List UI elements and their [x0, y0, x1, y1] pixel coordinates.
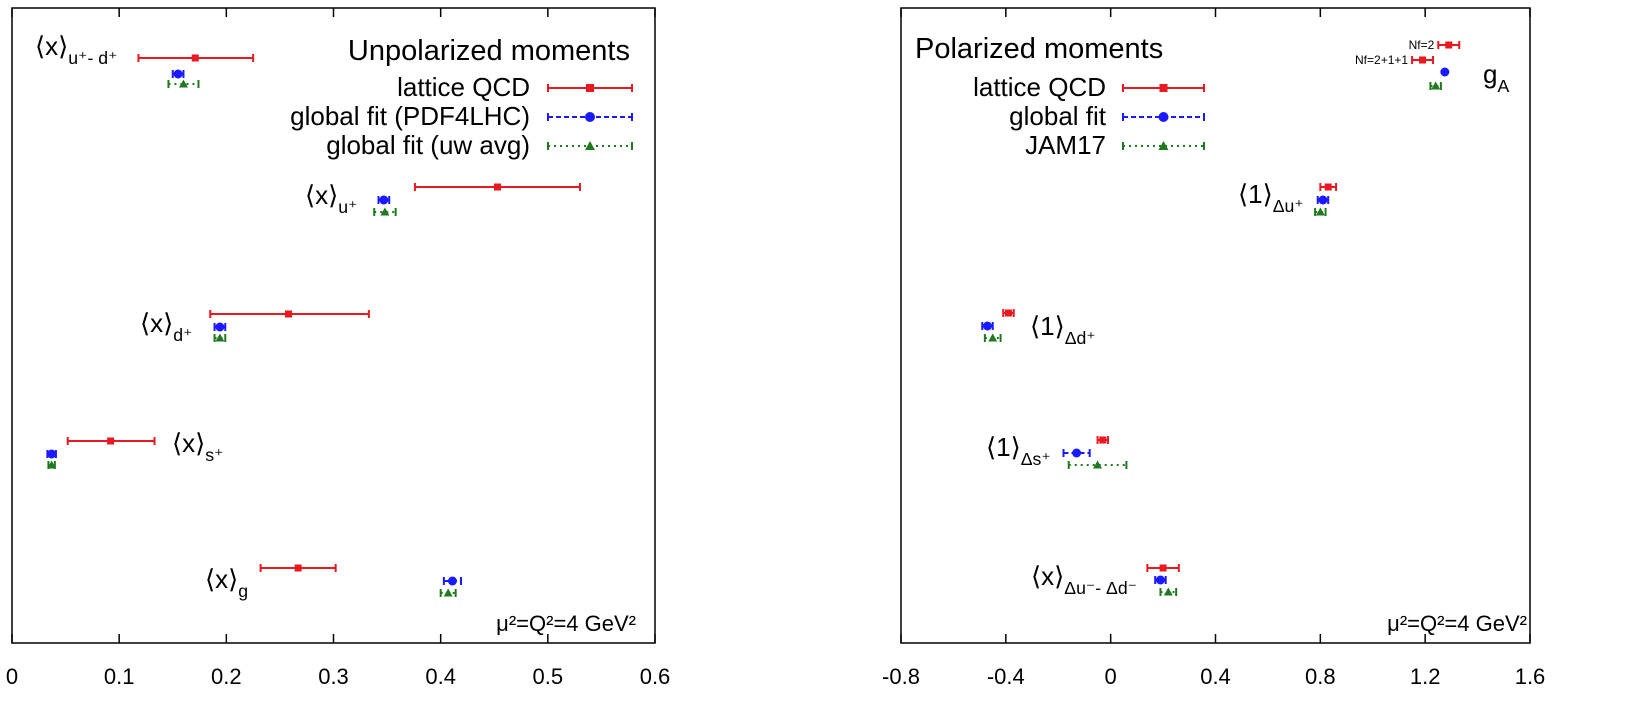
legend-label: global fit (uw avg) — [326, 130, 530, 160]
marker-triangle — [1315, 207, 1325, 216]
chart-title: Polarized moments — [915, 33, 1163, 65]
nf-label: Nf=2+1+1 — [1355, 53, 1408, 67]
legend-label: JAM17 — [1025, 130, 1106, 160]
marker-circle — [982, 321, 992, 331]
x-tick-label: 0.2 — [211, 664, 242, 689]
legend-label: lattice QCD — [397, 72, 530, 102]
marker-square — [1099, 436, 1107, 444]
quantity-label: ⟨x⟩g — [205, 564, 248, 601]
x-tick-label: 0.4 — [425, 664, 456, 689]
quantity-label: ⟨x⟩u⁺- d⁺ — [35, 31, 117, 68]
quantity-label: ⟨1⟩Δu⁺ — [1238, 179, 1304, 216]
legend-label: global fit — [1009, 101, 1107, 131]
marker-circle — [215, 322, 225, 332]
quantity-label: ⟨x⟩u⁺ — [305, 180, 357, 217]
marker-triangle — [1163, 587, 1173, 596]
marker-square — [586, 84, 594, 92]
marker-square — [191, 54, 199, 62]
x-tick-label: 0 — [6, 664, 18, 689]
quantity-label: ⟨1⟩Δd⁺ — [1030, 311, 1096, 348]
marker-square — [107, 437, 115, 445]
marker-triangle — [1431, 81, 1441, 90]
marker-square — [1419, 56, 1427, 64]
marker-circle — [447, 576, 457, 586]
marker-triangle — [1093, 460, 1103, 469]
marker-triangle — [380, 207, 390, 216]
unpolarized-panel: 0 0.1 0.2 0.3 0.4 0.5 0.6 Unpolarized moments la… — [6, 7, 671, 689]
quantity-label: ⟨x⟩Δu⁻- Δd⁻ — [1031, 561, 1137, 598]
marker-circle — [1440, 67, 1450, 77]
marker-circle — [379, 195, 389, 205]
x-tick-label: 0.1 — [104, 664, 135, 689]
scale-annotation: μ²=Q²=4 GeV² — [1387, 611, 1527, 636]
marker-circle — [47, 449, 57, 459]
marker-triangle — [443, 588, 453, 597]
x-tick-label: 0.6 — [640, 664, 671, 689]
marker-circle — [1072, 448, 1082, 458]
marker-square — [294, 564, 302, 572]
marker-square — [493, 183, 501, 191]
marker-square — [1159, 564, 1167, 572]
x-tick-label: 1.6 — [1515, 664, 1546, 689]
polarized-panel: -0.8 -0.4 0 0.4 0.8 1.2 1.6 Polarized moments la… — [882, 7, 1546, 689]
quantity-label: ⟨1⟩Δs⁺ — [986, 432, 1051, 469]
plot-frame — [900, 7, 1531, 644]
x-tick-label: -0.4 — [987, 664, 1025, 689]
marker-triangle — [215, 333, 225, 342]
marker-triangle — [178, 79, 188, 88]
marker-circle — [585, 112, 595, 122]
scale-annotation: μ²=Q²=4 GeV² — [496, 611, 636, 636]
x-tick-label: 0.8 — [1305, 664, 1336, 689]
marker-square — [1159, 84, 1168, 92]
marker-square — [1324, 183, 1332, 191]
x-tick-label: 1.2 — [1410, 664, 1441, 689]
marker-circle — [1158, 112, 1169, 122]
nf-label: Nf=2 — [1409, 38, 1435, 52]
marker-triangle — [988, 333, 998, 342]
marker-square — [1445, 41, 1453, 49]
marker-circle — [1155, 575, 1165, 585]
marker-triangle — [47, 460, 57, 469]
quantity-label: gA — [1483, 59, 1509, 96]
marker-square — [284, 310, 292, 318]
x-tick-label: -0.8 — [882, 664, 920, 689]
quantity-label: ⟨x⟩s⁺ — [172, 428, 223, 465]
marker-square — [1004, 309, 1012, 317]
quantity-label: ⟨x⟩d⁺ — [140, 308, 192, 345]
x-tick-label: 0.3 — [318, 664, 349, 689]
marker-triangle — [1158, 141, 1169, 150]
legend-label: lattice QCD — [973, 72, 1106, 102]
x-tick-label: 0.4 — [1200, 664, 1231, 689]
marker-circle — [1318, 195, 1328, 205]
chart-title: Unpolarized moments — [348, 35, 630, 67]
x-tick-label: 0 — [1105, 664, 1117, 689]
legend-label: global fit (PDF4LHC) — [290, 101, 530, 131]
marker-circle — [173, 69, 183, 79]
x-tick-label: 0.5 — [533, 664, 564, 689]
marker-triangle — [585, 141, 595, 150]
